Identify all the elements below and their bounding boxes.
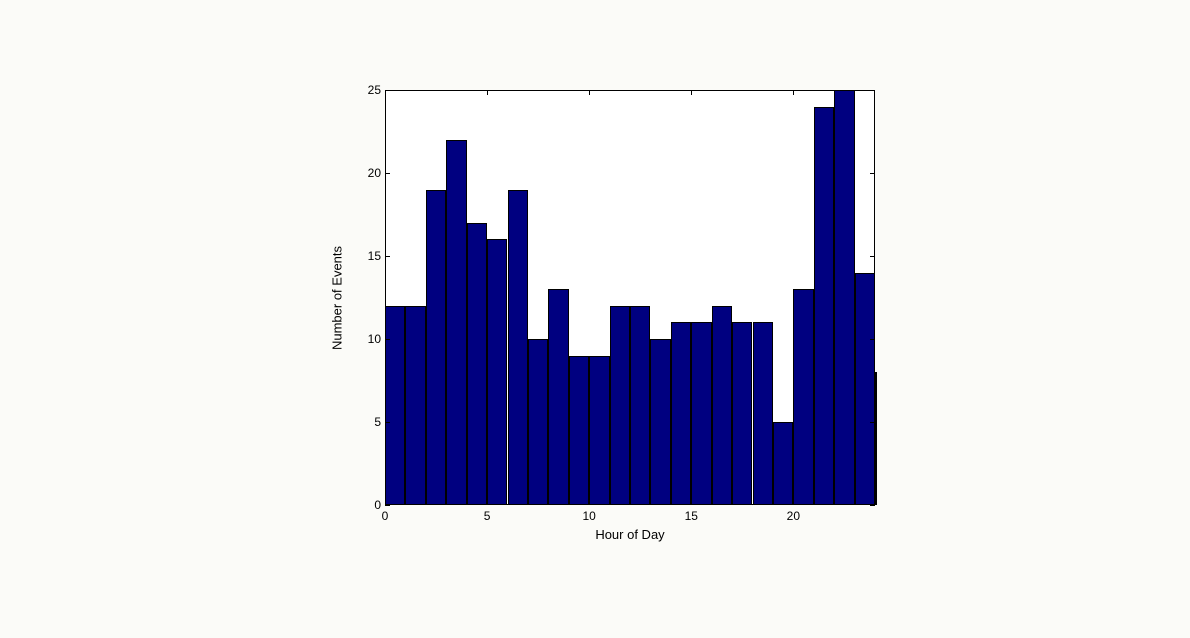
axis-line: [385, 504, 875, 505]
axis-line: [691, 90, 692, 95]
histogram-bar: [487, 239, 507, 505]
axis-line: [385, 422, 390, 423]
axis-line: [870, 90, 875, 91]
x-tick-label: 5: [484, 509, 491, 523]
axis-line: [870, 256, 875, 257]
x-tick-label: 0: [382, 509, 389, 523]
axis-line: [385, 339, 390, 340]
histogram-bar: [712, 306, 732, 505]
plot-area: [385, 90, 875, 505]
axis-line: [385, 90, 390, 91]
histogram-bar: [446, 140, 466, 505]
histogram-bar: [753, 322, 773, 505]
histogram-bar: [548, 289, 568, 505]
y-tick-label: 15: [351, 249, 381, 263]
histogram-bar: [508, 190, 528, 505]
axis-line: [874, 90, 875, 505]
x-tick-label: 15: [685, 509, 698, 523]
histogram-bar: [732, 322, 752, 505]
axis-line: [870, 422, 875, 423]
axis-line: [385, 90, 875, 91]
x-tick-label: 10: [582, 509, 595, 523]
axis-line: [691, 500, 692, 505]
histogram-bar: [691, 322, 711, 505]
histogram-bar: [855, 273, 875, 505]
histogram-bar: [875, 372, 877, 505]
axis-line: [487, 500, 488, 505]
histogram-bar: [528, 339, 548, 505]
histogram-bar: [671, 322, 691, 505]
y-tick-label: 5: [351, 415, 381, 429]
histogram-bar: [610, 306, 630, 505]
axis-line: [385, 505, 390, 506]
y-tick-label: 20: [351, 166, 381, 180]
axis-line: [385, 90, 386, 505]
axis-line: [385, 173, 390, 174]
y-tick-label: 0: [351, 498, 381, 512]
histogram-bar: [467, 223, 487, 505]
histogram-bar: [569, 356, 589, 505]
histogram-bar: [814, 107, 834, 505]
axis-line: [793, 500, 794, 505]
histogram-bar: [650, 339, 670, 505]
axis-line: [870, 505, 875, 506]
histogram-bar: [630, 306, 650, 505]
y-tick-label: 25: [351, 83, 381, 97]
histogram-bar: [426, 190, 446, 505]
x-tick-label: 20: [787, 509, 800, 523]
histogram-bar: [405, 306, 425, 505]
figure-canvas: 0 5 10 15 20 0 5 10 15 20 25 Hour of Day Number of…: [0, 0, 1190, 638]
y-tick-label: 10: [351, 332, 381, 346]
axis-line: [385, 256, 390, 257]
histogram-bar: [793, 289, 813, 505]
histogram-bar: [589, 356, 609, 505]
y-axis-label: Number of Events: [330, 245, 345, 349]
axis-line: [793, 90, 794, 95]
histogram-bar: [385, 306, 405, 505]
histogram-bar: [834, 90, 854, 505]
histogram-bar: [773, 422, 793, 505]
axis-line: [589, 90, 590, 95]
axis-line: [870, 339, 875, 340]
axis-line: [870, 173, 875, 174]
axis-line: [487, 90, 488, 95]
x-axis-label: Hour of Day: [595, 527, 664, 542]
axis-line: [589, 500, 590, 505]
